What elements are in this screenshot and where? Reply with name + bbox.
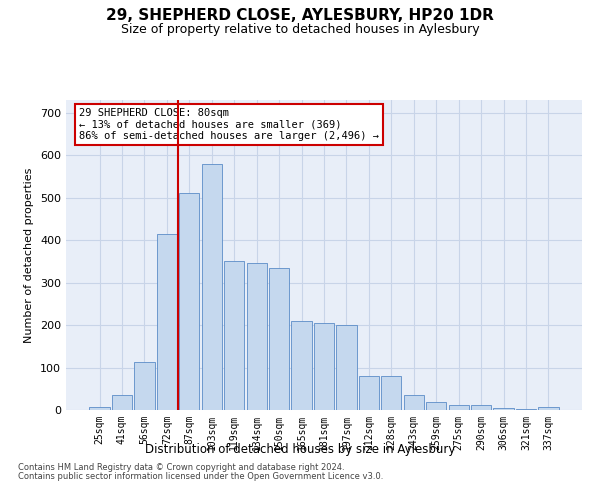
Bar xyxy=(202,164,222,410)
Bar xyxy=(404,395,424,410)
Text: 29, SHEPHERD CLOSE, AYLESBURY, HP20 1DR: 29, SHEPHERD CLOSE, AYLESBURY, HP20 1DR xyxy=(106,8,494,22)
Text: Contains HM Land Registry data © Crown copyright and database right 2024.: Contains HM Land Registry data © Crown c… xyxy=(18,464,344,472)
Bar xyxy=(538,406,559,410)
Text: Distribution of detached houses by size in Aylesbury: Distribution of detached houses by size … xyxy=(145,442,455,456)
Bar xyxy=(471,405,491,410)
Bar xyxy=(381,376,401,410)
Bar xyxy=(426,402,446,410)
Bar xyxy=(89,406,110,410)
Bar xyxy=(157,234,177,410)
Bar xyxy=(314,323,334,410)
Bar xyxy=(247,264,267,410)
Bar xyxy=(224,262,244,410)
Bar xyxy=(134,362,155,410)
Bar xyxy=(112,395,132,410)
Bar xyxy=(449,405,469,410)
Bar xyxy=(359,376,379,410)
Text: Size of property relative to detached houses in Aylesbury: Size of property relative to detached ho… xyxy=(121,22,479,36)
Text: 29 SHEPHERD CLOSE: 80sqm
← 13% of detached houses are smaller (369)
86% of semi-: 29 SHEPHERD CLOSE: 80sqm ← 13% of detach… xyxy=(79,108,379,141)
Text: Contains public sector information licensed under the Open Government Licence v3: Contains public sector information licen… xyxy=(18,472,383,481)
Bar xyxy=(493,408,514,410)
Bar xyxy=(179,194,199,410)
Bar xyxy=(269,268,289,410)
Bar xyxy=(516,408,536,410)
Bar xyxy=(292,321,311,410)
Y-axis label: Number of detached properties: Number of detached properties xyxy=(25,168,34,342)
Bar xyxy=(337,325,356,410)
